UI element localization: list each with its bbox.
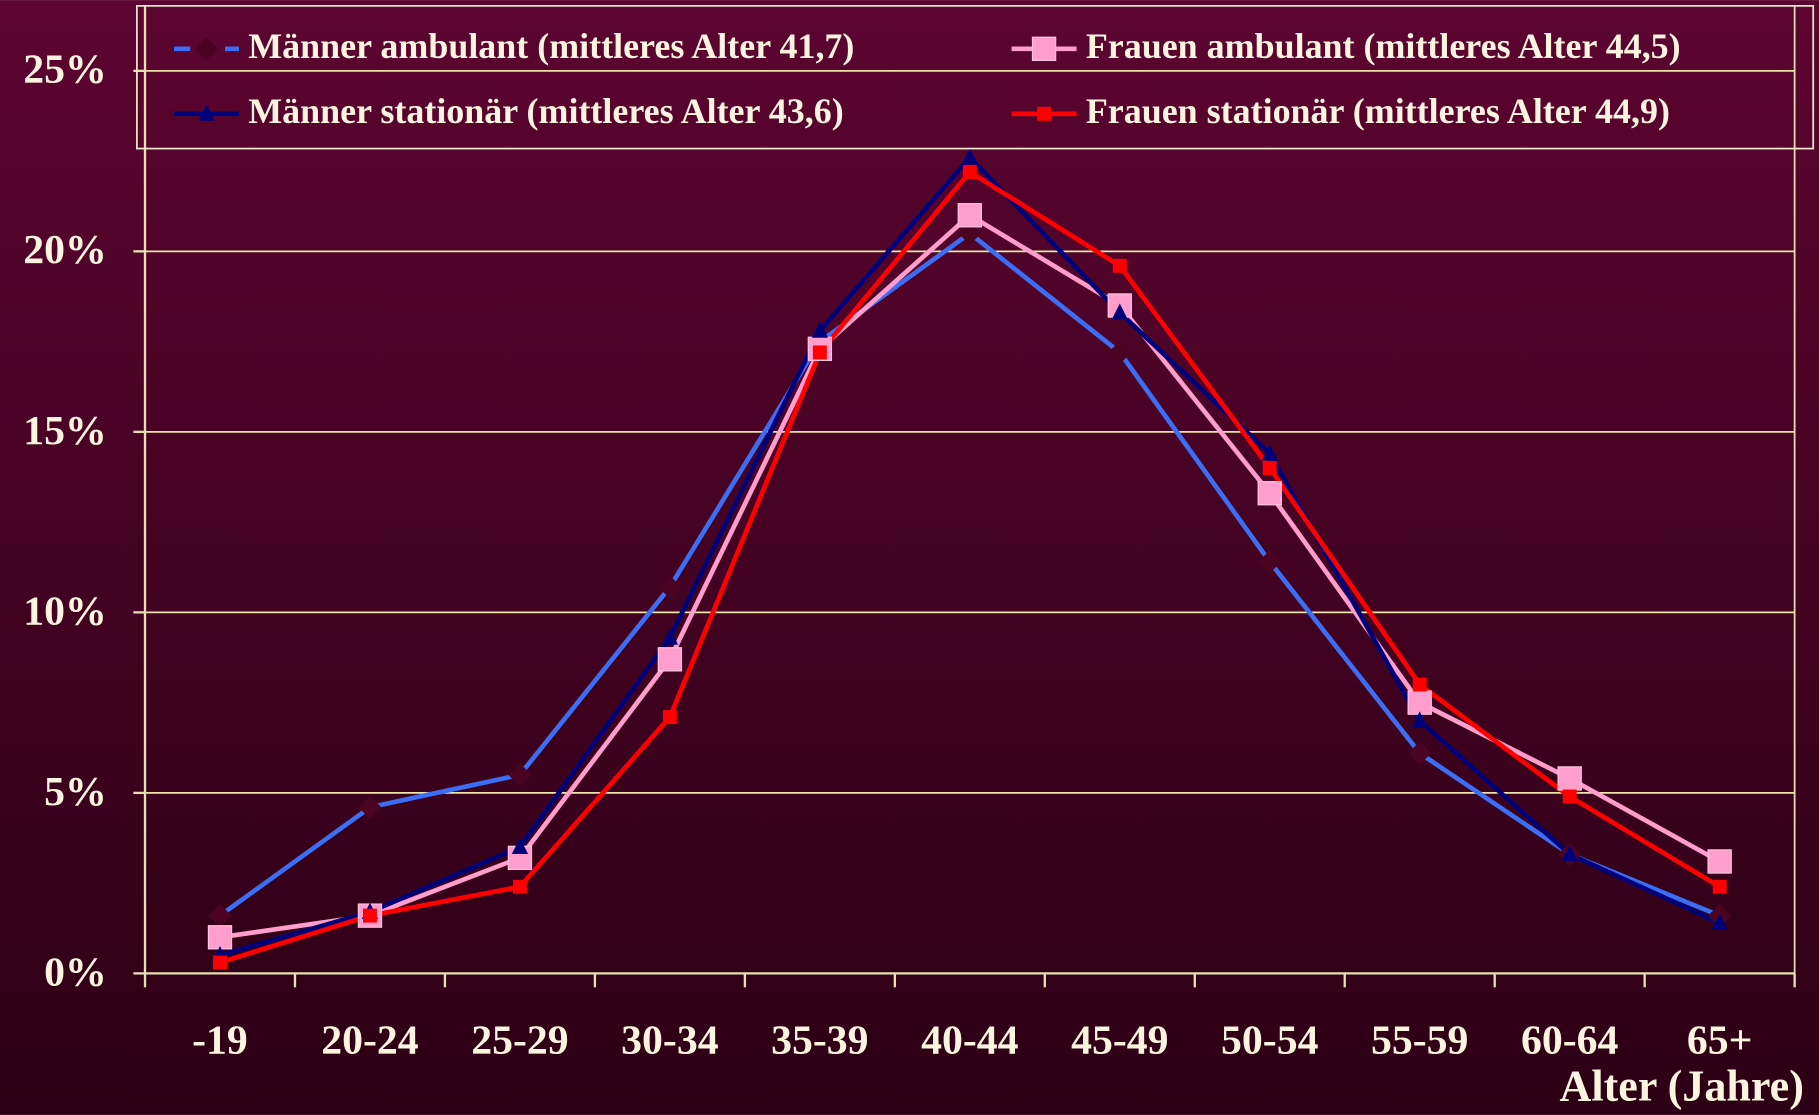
data-point	[657, 647, 683, 672]
legend-marker	[1031, 36, 1057, 61]
x-tick-label: 25-29	[471, 1018, 568, 1064]
data-point	[661, 628, 679, 645]
y-tick-label: 25%	[23, 47, 107, 93]
data-point	[811, 321, 828, 338]
data-point	[512, 879, 527, 894]
data-point	[1257, 481, 1282, 506]
legend-box	[136, 5, 1815, 150]
legend-label: Männer ambulant (mittleres Alter 41,7)	[248, 26, 854, 66]
x-tick-label: 65+	[1687, 1018, 1753, 1064]
legend-label: Frauen ambulant (mittleres Alter 44,5)	[1086, 26, 1681, 66]
x-tick-label: -19	[192, 1018, 248, 1064]
data-point	[1112, 258, 1127, 273]
data-point	[1412, 677, 1427, 692]
data-point	[1561, 844, 1578, 862]
y-tick-label: 10%	[23, 588, 107, 634]
data-point	[812, 345, 827, 360]
x-axis-label: Alter (Jahre)	[1560, 1062, 1804, 1111]
data-point	[207, 925, 233, 950]
x-tick-label: 60-64	[1521, 1018, 1619, 1064]
data-point	[1407, 690, 1432, 715]
x-tick-label: 30-34	[621, 1018, 719, 1064]
y-tick-label: 0%	[44, 949, 107, 995]
data-point	[961, 148, 978, 165]
data-point	[957, 203, 983, 228]
y-tick-label: 5%	[44, 769, 107, 815]
x-tick-label: 35-39	[771, 1018, 868, 1064]
data-point	[1557, 766, 1582, 791]
x-tick-label: 45-49	[1071, 1018, 1168, 1064]
x-tick-label: 50-54	[1221, 1018, 1319, 1064]
data-point	[658, 575, 682, 599]
legend-label: Frauen stationär (mittleres Alter 44,9)	[1086, 91, 1670, 131]
data-point	[208, 904, 232, 928]
data-point	[1411, 711, 1428, 728]
data-point	[213, 955, 227, 970]
y-tick-label: 20%	[23, 227, 107, 273]
data-point	[1261, 444, 1278, 461]
data-point	[1707, 849, 1732, 874]
legend-marker	[1037, 106, 1052, 121]
data-point	[962, 164, 977, 179]
data-point	[1111, 303, 1128, 320]
data-point	[511, 837, 529, 854]
data-point	[1108, 340, 1132, 365]
data-point	[662, 710, 677, 725]
data-point	[362, 908, 377, 923]
legend-label: Männer stationär (mittleres Alter 43,6)	[248, 91, 843, 131]
data-point	[1258, 550, 1282, 574]
data-point	[1262, 461, 1277, 475]
x-tick-label: 40-44	[921, 1018, 1019, 1064]
data-point	[1711, 913, 1728, 930]
data-point	[1712, 879, 1727, 894]
x-tick-label: 20-24	[321, 1018, 419, 1064]
y-tick-label: 15%	[23, 408, 107, 454]
x-tick-label: 55-59	[1371, 1018, 1468, 1064]
data-point	[1562, 789, 1577, 804]
legend-marker	[198, 104, 215, 121]
data-point	[508, 763, 532, 787]
